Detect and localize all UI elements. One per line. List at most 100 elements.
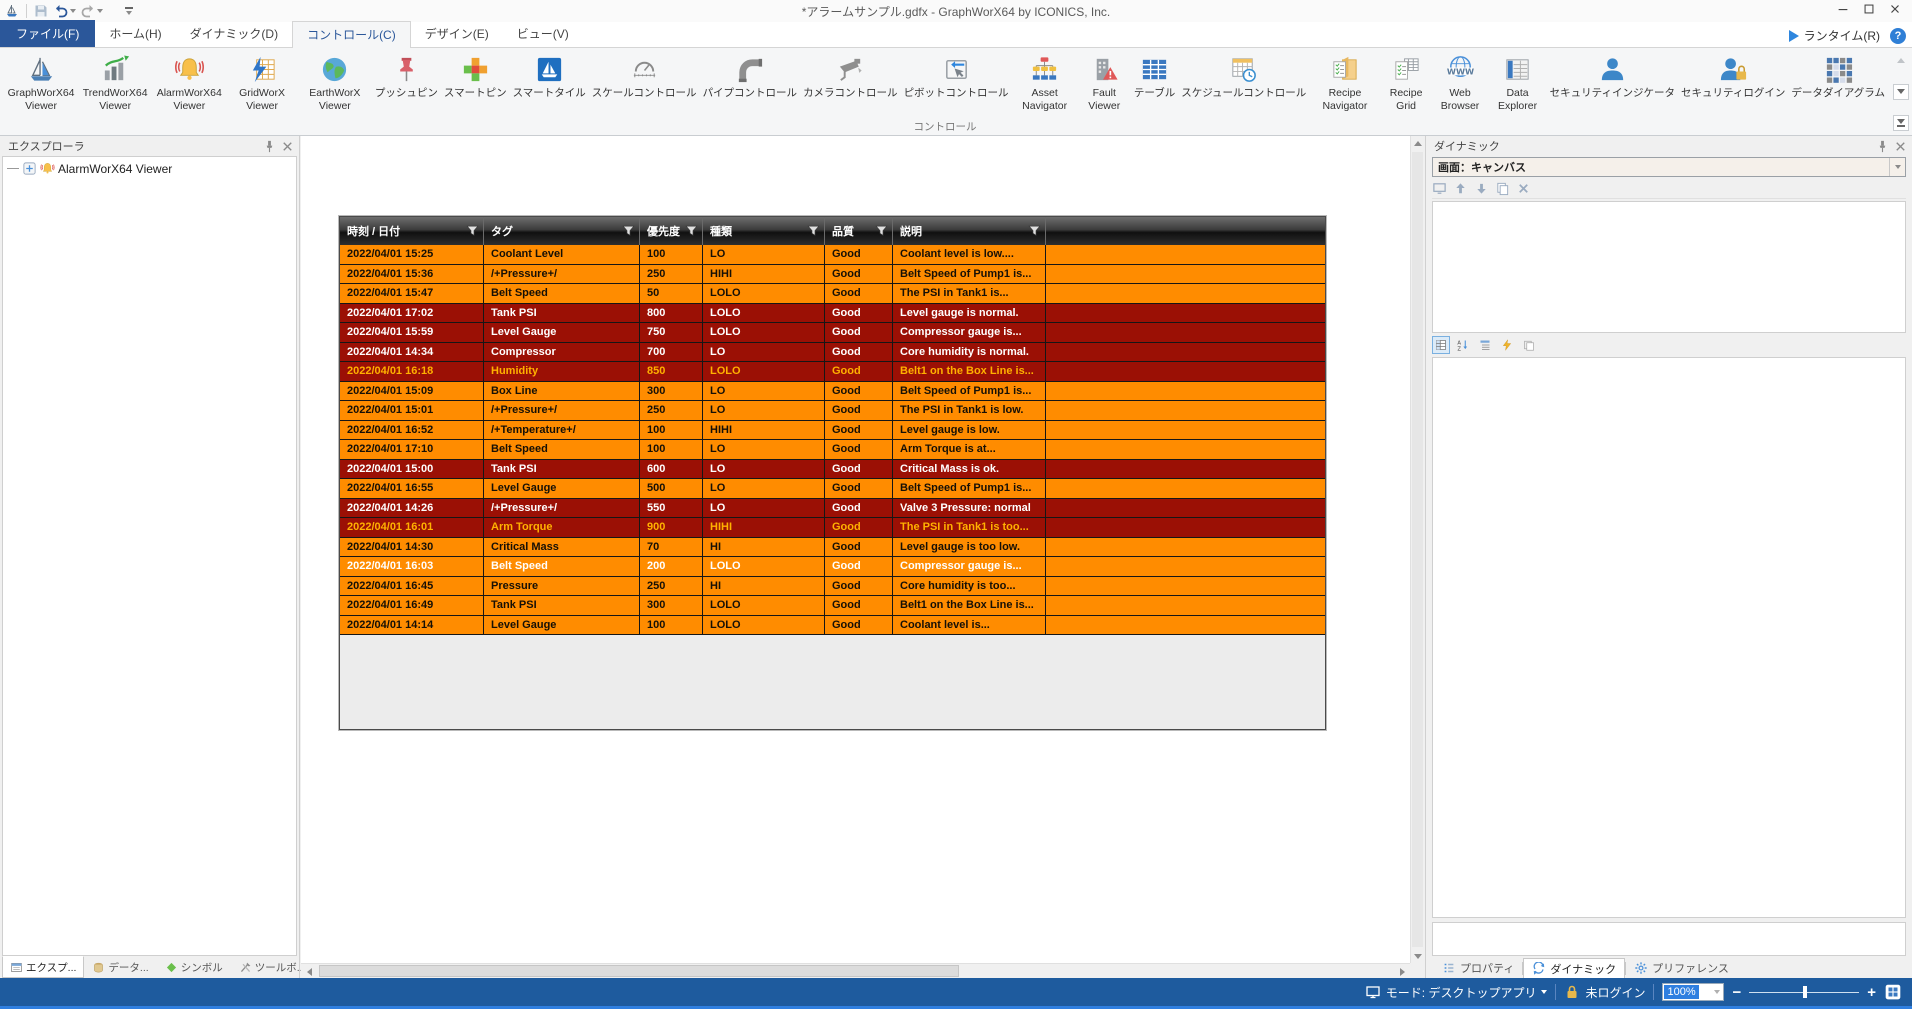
ribbon-button-プッシュピン[interactable]: プッシュピン <box>372 52 441 102</box>
column-header-種類[interactable]: 種類 <box>703 217 825 245</box>
undo-button[interactable] <box>53 3 76 19</box>
login-status[interactable]: 未ログイン <box>1564 984 1645 1001</box>
panel-close-icon[interactable] <box>280 139 295 154</box>
pin-icon[interactable] <box>262 139 277 154</box>
ribbon-button-earthworx-viewer[interactable]: EarthWorX Viewer <box>298 52 372 115</box>
alarm-row[interactable]: 2022/04/01 15:47 Belt Speed 50 LOLO Good The … <box>340 284 1325 304</box>
pin-icon[interactable] <box>1875 139 1890 154</box>
fit-to-window-icon[interactable] <box>1884 983 1902 1001</box>
canvas-vertical-scrollbar[interactable] <box>1410 136 1424 963</box>
alarm-row[interactable]: 2022/04/01 15:09 Box Line 300 LO Good Belt Sp… <box>340 381 1325 401</box>
ribbon-button-セキュリティログイン[interactable]: セキュリティログイン <box>1678 52 1788 102</box>
panel-tab-データ[interactable]: データ... <box>84 956 156 978</box>
chevron-down-icon[interactable] <box>1889 158 1905 176</box>
ribbon-button-スマートピン[interactable]: スマートピン <box>441 52 510 102</box>
panel-tab-ツールボ[interactable]: ツールボ... <box>231 956 314 978</box>
save-button[interactable] <box>33 3 49 19</box>
filter-icon[interactable] <box>807 225 820 237</box>
panel-close-icon[interactable] <box>1893 139 1908 154</box>
tab-file[interactable]: ファイル(F) <box>0 20 96 47</box>
ribbon-button-ピボットコントロール[interactable]: ピボットコントロール <box>901 52 1012 102</box>
ribbon-button-recipe-navigator[interactable]: Recipe Navigator <box>1309 52 1380 115</box>
slider-thumb[interactable] <box>1803 986 1807 998</box>
undo-dropdown-icon[interactable] <box>70 9 76 13</box>
ribbon-button-recipe-grid[interactable]: Recipe Grid <box>1381 52 1432 115</box>
ribbon-button-セキュリティインジケータ[interactable]: セキュリティインジケータ <box>1547 52 1678 102</box>
delete-icon[interactable] <box>1516 181 1531 196</box>
zoom-in-button[interactable]: + <box>1867 983 1876 1001</box>
ribbon-scroll-down-button[interactable] <box>1893 83 1909 100</box>
ribbon-button-スケジュールコントロール[interactable]: スケジュールコントロール <box>1178 52 1309 102</box>
scroll-down-icon[interactable] <box>1411 949 1425 963</box>
tab-コントロール-c[interactable]: コントロール(C) <box>292 21 411 48</box>
screen-selector-combo[interactable]: 画面：キャンバス <box>1432 157 1906 177</box>
tab-ホーム-h[interactable]: ホーム(H) <box>109 27 162 41</box>
column-header-品質[interactable]: 品質 <box>825 217 893 245</box>
tab-デザイン-e[interactable]: デザイン(E) <box>424 27 489 41</box>
dynamics-list[interactable] <box>1432 201 1906 333</box>
alarm-row[interactable]: 2022/04/01 17:10 Belt Speed 100 LO Good Arm T… <box>340 440 1325 460</box>
move-down-icon[interactable] <box>1474 181 1489 196</box>
scroll-right-icon[interactable] <box>1395 966 1409 977</box>
zoom-level-combo[interactable]: 100% <box>1662 983 1725 1001</box>
property-grid-area[interactable] <box>1432 357 1906 918</box>
ribbon-button-カメラコントロール[interactable]: カメラコントロール <box>800 52 901 102</box>
chevron-down-icon[interactable] <box>1541 990 1548 994</box>
panel-tab-プリファレンス[interactable]: プリファレンス <box>1626 958 1737 978</box>
ribbon-button-asset-navigator[interactable]: Asset Navigator <box>1012 52 1078 115</box>
canvas-horizontal-scrollbar[interactable] <box>301 963 1410 978</box>
ribbon-button-スケールコントロール[interactable]: スケールコントロール <box>589 52 700 102</box>
screen-icon[interactable] <box>1432 181 1447 196</box>
ribbon-collapse-button[interactable] <box>1893 115 1909 131</box>
ribbon-scroll-up-button[interactable] <box>1893 52 1909 68</box>
panel-tab-エクスプ[interactable]: エクスプ... <box>2 956 85 978</box>
scrollbar-thumb[interactable] <box>319 965 959 977</box>
alarm-row[interactable]: 2022/04/01 16:45 Pressure 250 HI Good Core hu… <box>340 576 1325 596</box>
alarm-row[interactable]: 2022/04/01 16:03 Belt Speed 200 LOLO Good Com… <box>340 557 1325 577</box>
alarmworx64-viewer-control[interactable]: 時刻 / 日付 タグ 優先度 種類 品質 説明 2022/04/01 15:25 Coola… <box>339 216 1326 730</box>
help-button[interactable]: ? <box>1890 27 1906 44</box>
column-header-説明[interactable]: 説明 <box>893 217 1046 245</box>
alarm-row[interactable]: 2022/04/01 15:01/+Pressure+/250 LO Good The… <box>340 401 1325 421</box>
column-header-タグ[interactable]: タグ <box>484 217 640 245</box>
redo-dropdown-icon[interactable] <box>97 9 103 13</box>
mode-selector[interactable]: モード: デスクトップアプリ <box>1365 984 1548 1001</box>
customize-qat-button[interactable] <box>125 7 133 15</box>
maximize-button[interactable] <box>1856 0 1882 18</box>
alarm-row[interactable]: 2022/04/01 15:00 Tank PSI 600 LO Good Critica… <box>340 459 1325 479</box>
panel-tab-シンボル[interactable]: シンボル <box>157 956 231 978</box>
column-header-時刻-日付[interactable]: 時刻 / 日付 <box>340 217 484 245</box>
alarm-row[interactable]: 2022/04/01 16:52/+Temperature+/100 HIHI Go… <box>340 420 1325 440</box>
alarm-row[interactable]: 2022/04/01 14:14 Level Gauge 100 LOLO Good Co… <box>340 615 1325 635</box>
redo-button[interactable] <box>80 3 103 19</box>
ribbon-button-gridworx-viewer[interactable]: GridWorX Viewer <box>226 52 297 115</box>
ribbon-button-データダイアグラム[interactable]: データダイアグラム <box>1788 52 1888 102</box>
move-up-icon[interactable] <box>1453 181 1468 196</box>
alarm-row[interactable]: 2022/04/01 16:49 Tank PSI 300 LOLO Good Belt1… <box>340 596 1325 616</box>
ribbon-button-trendworx64-viewer[interactable]: TrendWorX64 Viewer <box>78 52 152 115</box>
tab-ダイナミック-d[interactable]: ダイナミック(D) <box>189 27 279 41</box>
alarm-row[interactable]: 2022/04/01 15:59 Level Gauge 750 LOLO Good Co… <box>340 323 1325 343</box>
filter-icon[interactable] <box>685 225 698 237</box>
ribbon-button-data-explorer[interactable]: Data Explorer <box>1489 52 1547 115</box>
tab-ビュー-v[interactable]: ビュー(V) <box>516 27 569 41</box>
filter-icon[interactable] <box>1028 225 1041 237</box>
property-grid-view-button[interactable] <box>1432 336 1450 354</box>
dynamics-bolt-button[interactable] <box>1498 336 1516 354</box>
panel-tab-プロパティ[interactable]: プロパティ <box>1434 958 1522 978</box>
alarm-row[interactable]: 2022/04/01 14:26/+Pressure+/550 LO Good Val… <box>340 498 1325 518</box>
alarm-row[interactable]: 2022/04/01 14:30 Critical Mass 70 HI Good Lev… <box>340 537 1325 557</box>
alarm-row[interactable]: 2022/04/01 16:55 Level Gauge 500 LO Good Belt… <box>340 479 1325 499</box>
alarm-row[interactable]: 2022/04/01 16:01 Arm Torque 900 HIHI Good The… <box>340 518 1325 538</box>
alarm-row[interactable]: 2022/04/01 17:02 Tank PSI 800 LOLO Good Level… <box>340 303 1325 323</box>
runtime-button[interactable]: ランタイム(R) <box>1788 27 1880 44</box>
ribbon-button-alarmworx64-viewer[interactable]: AlarmWorX64 Viewer <box>152 52 226 115</box>
minimize-button[interactable] <box>1830 0 1856 18</box>
scroll-left-icon[interactable] <box>302 966 316 977</box>
filter-icon[interactable] <box>466 225 479 237</box>
alarm-row[interactable]: 2022/04/01 14:34 Compressor 700 LO Good Core … <box>340 342 1325 362</box>
column-header-優先度[interactable]: 優先度 <box>640 217 703 245</box>
filter-icon[interactable] <box>622 225 635 237</box>
categorized-view-button[interactable] <box>1476 336 1494 354</box>
